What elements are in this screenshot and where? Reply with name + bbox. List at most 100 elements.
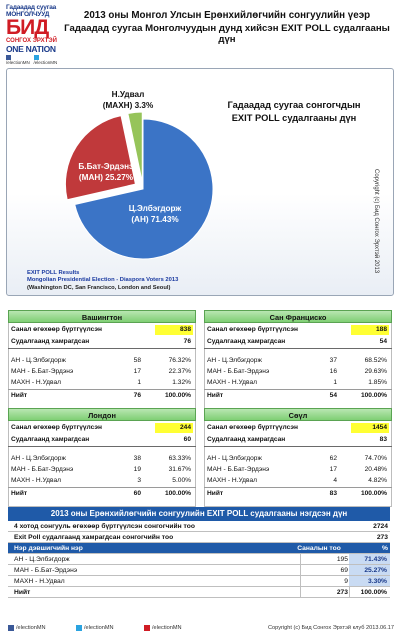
- pie-slice-label: (МАХН) 3.3%: [103, 101, 154, 110]
- footer-tw-text: /electionMN: [84, 625, 114, 631]
- city-total-pct: 100.00%: [164, 392, 191, 399]
- city-candidate-count: 17: [133, 368, 141, 375]
- facebook-icon: [8, 624, 14, 631]
- city-candidate-pct: 4.82%: [368, 477, 387, 484]
- pie-slice-label: Б.Бат-Эрдэнэ: [78, 162, 134, 171]
- city-box: Сан Франциско Санал өгөхөөр бүртгүүлсэн 18…: [204, 310, 392, 410]
- chart-subtitle-line1: Гадаадад суугаа сонгогчдын: [227, 100, 361, 110]
- footer-yt-text: /electionMN: [152, 625, 182, 631]
- city-name: Вашингтон: [8, 310, 196, 323]
- city-candidate-count: 17: [329, 466, 337, 473]
- city-candidate-count: 62: [329, 455, 337, 462]
- summary-registered-value: 2724: [373, 523, 388, 530]
- chart-copyright: Copyright (c) Бид Сонгох Эрхтэй 2013: [365, 169, 385, 279]
- pie-slice-label: (АН) 71.43%: [131, 215, 179, 224]
- page-title-line2: Гадаадад суугаа Монголчуудын дунд хийсэн…: [64, 23, 390, 45]
- city-total-row: Нийт 83 100.00%: [207, 489, 389, 499]
- summary-col-count: Саналын тоо: [297, 545, 341, 552]
- city-total-count: 60: [133, 490, 141, 497]
- summary-row-label: МАХН - Н.Удвал: [14, 578, 65, 585]
- city-candidate-row: МАН - Б.Бат-Эрдэнэ 16 29.63%: [207, 367, 389, 377]
- pie-slice: [127, 111, 143, 183]
- summary-row-pct: 3.30%: [349, 576, 390, 586]
- city-box: Вашингтон Санал өгөхөөр бүртгүүлсэн 838 Суд…: [8, 310, 196, 410]
- city-candidate-label: АН - Ц.Элбэгдорж: [11, 357, 66, 364]
- city-candidate-label: АН - Ц.Элбэгдорж: [207, 357, 262, 364]
- city-registered-row: Санал өгөхөөр бүртгүүлсэн 188: [207, 325, 389, 335]
- city-candidate-label: АН - Ц.Элбэгдорж: [11, 455, 66, 462]
- summary-row-label: МАН - Б.Бат-Эрдэнэ: [14, 567, 78, 574]
- page-title-line1: 2013 оны Монгол Улсын Ерөнхийлөгчийн сон…: [83, 10, 371, 21]
- city-candidate-row: АН - Ц.Элбэгдорж 58 76.32%: [11, 356, 193, 366]
- city-total-pct: 100.00%: [360, 392, 387, 399]
- city-participated-label: Судалгаанд хамрагдсан: [207, 338, 286, 345]
- city-total-row: Нийт 60 100.00%: [11, 489, 193, 499]
- city-registered-row: Санал өгөхөөр бүртгүүлсэн 838: [11, 325, 193, 335]
- logo-line3: СОНГОХ ЭРХТЭЙ: [6, 38, 57, 44]
- summary-row: АН - Ц.Элбэгдорж 195 71.43%: [8, 554, 390, 565]
- summary-total-pct: 100.00%: [360, 589, 387, 596]
- city-total-count: 83: [329, 490, 337, 497]
- summary-col-pct: %: [382, 545, 388, 552]
- summary-row: МАХН - Н.Удвал 9 3.30%: [8, 576, 390, 587]
- city-box: Лондон Санал өгөхөөр бүртгүүлсэн 244 Судалг…: [8, 408, 196, 508]
- city-total-pct: 100.00%: [360, 490, 387, 497]
- footer-youtube[interactable]: /electionMN: [144, 622, 182, 634]
- city-candidate-count: 19: [133, 466, 141, 473]
- city-registered-label: Санал өгөхөөр бүртгүүлсэн: [207, 424, 298, 431]
- city-candidate-pct: 68.52%: [364, 357, 387, 364]
- city-candidate-row: МАН - Б.Бат-Эрдэнэ 19 31.67%: [11, 465, 193, 475]
- city-participated-value: 60: [183, 436, 191, 443]
- summary-row-label: АН - Ц.Элбэгдорж: [14, 556, 70, 563]
- city-candidate-row: МАХН - Н.Удвал 3 5.00%: [11, 476, 193, 486]
- city-name: Сөүл: [204, 408, 392, 421]
- pie-slice-label: Ц.Элбэгдорж: [129, 203, 182, 213]
- city-candidate-pct: 20.48%: [364, 466, 387, 473]
- logo-twitter[interactable]: /electionMN: [33, 55, 59, 66]
- pie-slice: [64, 115, 137, 201]
- city-candidate-pct: 22.37%: [168, 368, 191, 375]
- city-candidate-row: АН - Ц.Элбэгдорж 62 74.70%: [207, 454, 389, 464]
- city-candidate-label: МАХН - Н.Удвал: [11, 379, 61, 386]
- logo-line2: МОНГОЛЧУУД: [6, 11, 50, 18]
- city-candidate-label: МАХН - Н.Удвал: [207, 477, 257, 484]
- city-candidate-row: АН - Ц.Элбэгдорж 37 68.52%: [207, 356, 389, 366]
- summary-row: МАН - Б.Бат-Эрдэнэ 69 25.27%: [8, 565, 390, 576]
- city-candidate-count: 16: [329, 368, 337, 375]
- logo-big: БИД: [6, 16, 49, 39]
- pie-slice-label: (МАН) 25.27%: [79, 173, 134, 182]
- city-total-label: Нийт: [11, 490, 28, 497]
- city-total-label: Нийт: [11, 392, 28, 399]
- city-registered-value: 188: [351, 325, 389, 335]
- city-candidate-pct: 5.00%: [172, 477, 191, 484]
- city-candidate-count: 58: [133, 357, 141, 364]
- city-frame: [8, 421, 196, 507]
- city-candidate-count: 1: [333, 379, 337, 386]
- logo-facebook[interactable]: /electionMN: [6, 55, 31, 65]
- city-candidate-count: 38: [133, 455, 141, 462]
- summary-row-count: 69: [340, 567, 348, 574]
- footer-copyright: Copyright (c) Бид Сонгох Эрхтэй клуб 201…: [267, 625, 394, 631]
- city-participated-label: Судалгаанд хамрагдсан: [11, 338, 90, 345]
- city-candidate-label: МАХН - Н.Удвал: [11, 477, 61, 484]
- footer-twitter[interactable]: /electionMN: [76, 622, 114, 634]
- city-participated-value: 83: [379, 436, 387, 443]
- city-candidate-row: АН - Ц.Элбэгдорж 38 63.33%: [11, 454, 193, 464]
- logo: Гадаадад суугаа МОНГОЛЧУУД БИД СОНГОХ ЭР…: [6, 4, 58, 65]
- city-participated-row: Судалгаанд хамрагдсан 83: [207, 435, 389, 445]
- summary-participated-value: 273: [376, 534, 388, 541]
- chart-copyright-text: Copyright (c) Бид Сонгох Эрхтэй 2013: [373, 169, 379, 274]
- summary-row-pct: 71.43%: [349, 554, 390, 564]
- city-candidate-count: 3: [137, 477, 141, 484]
- city-candidate-pct: 76.32%: [168, 357, 191, 364]
- logo-social: /electionMN /electionMN: [6, 55, 58, 65]
- chart-subtitle: Гадаадад суугаа сонгогчдын EXIT POLL суд…: [219, 99, 369, 125]
- footer: /electionMN /electionMN /electionMN Copy…: [6, 622, 394, 634]
- city-total-count: 76: [133, 392, 141, 399]
- city-candidate-label: МАН - Б.Бат-Эрдэнэ: [207, 466, 270, 473]
- city-name: Лондон: [8, 408, 196, 421]
- logo-social2-text: /electionMN: [33, 60, 58, 66]
- footer-facebook[interactable]: /electionMN: [8, 622, 46, 634]
- city-participated-row: Судалгаанд хамрагдсан 60: [11, 435, 193, 445]
- summary-total-label: Нийт: [14, 589, 31, 596]
